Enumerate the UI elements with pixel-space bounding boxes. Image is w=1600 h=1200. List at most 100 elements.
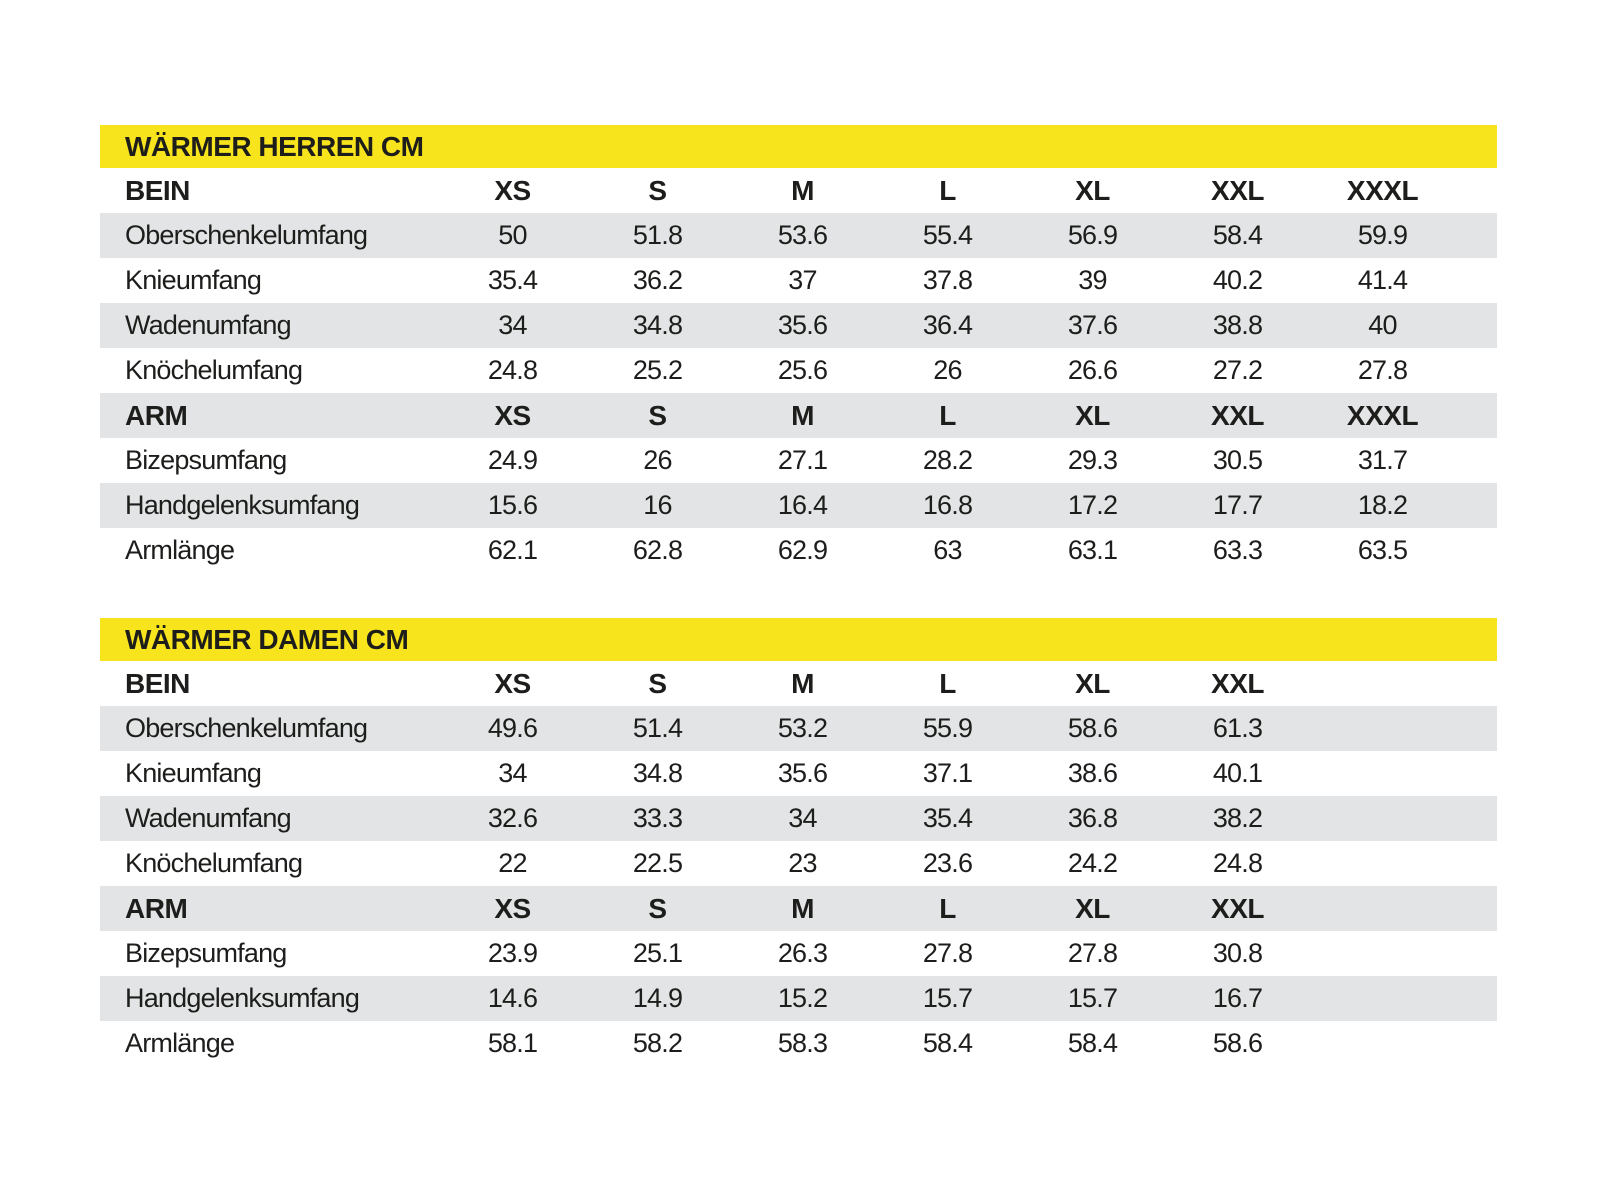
measurement-value: 24.8 <box>487 355 538 385</box>
measurement-value: 58.6 <box>1212 1028 1263 1058</box>
table-row: Knöchelumfang 22 22.5 23 23.6 24.2 24.8 <box>100 841 1497 886</box>
measurement-value: 35.6 <box>777 310 828 340</box>
table-rows-herren: BEIN XS S M L XL XXL XXXL Oberschenkelumfang 50 51… <box>100 168 1497 573</box>
measurement-value: 34.8 <box>632 310 683 340</box>
table-row: Knöchelumfang 24.8 25.2 25.6 26 26.6 27.2 27.8 <box>100 348 1497 393</box>
section-header-row: ARM XS S M L XL XXL XXXL <box>100 393 1497 438</box>
table-row: Bizepsumfang 23.9 25.1 26.3 27.8 27.8 30.8 <box>100 931 1497 976</box>
measurement-value: 63 <box>933 535 962 565</box>
table-row: Wadenumfang 34 34.8 35.6 36.4 37.6 38.8 40 <box>100 303 1497 348</box>
size-column-header: XS <box>494 399 531 431</box>
measurement-value: 35.4 <box>922 803 973 833</box>
measurement-value: 53.2 <box>777 713 828 743</box>
measurement-value: 53.6 <box>777 220 828 250</box>
size-column-header: L <box>939 174 956 206</box>
section-header-row: BEIN XS S M L XL XXL <box>100 661 1497 706</box>
table-row: Handgelenksumfang 14.6 14.9 15.2 15.7 15.7 16.… <box>100 976 1497 1021</box>
size-column-header: XXL <box>1211 892 1264 924</box>
section-header-label: ARM <box>125 399 188 431</box>
measurement-value: 25.6 <box>777 355 828 385</box>
size-column-header: XL <box>1075 667 1110 699</box>
measurement-value: 16.4 <box>777 490 828 520</box>
size-column-header: XS <box>494 667 531 699</box>
measurement-value: 23.9 <box>487 938 538 968</box>
measurement-value: 36.4 <box>922 310 973 340</box>
size-column-header: XL <box>1075 399 1110 431</box>
measurement-value: 51.4 <box>632 713 683 743</box>
measurement-label: Bizepsumfang <box>125 938 287 968</box>
measurement-value: 16 <box>643 490 672 520</box>
table-rows-damen: BEIN XS S M L XL XXL Oberschenkelumfang 49.6 51.4… <box>100 661 1497 1066</box>
measurement-value: 58.1 <box>487 1028 538 1058</box>
measurement-value: 24.2 <box>1067 848 1118 878</box>
measurement-value: 40.1 <box>1212 758 1263 788</box>
size-column-header: M <box>791 892 814 924</box>
size-table-herren: WÄRMER HERREN CM BEIN XS S M L XL XXL XXXL Obers… <box>100 125 1497 573</box>
measurement-value: 34 <box>788 803 817 833</box>
table-row: Knieumfang 35.4 36.2 37 37.8 39 40.2 41.4 <box>100 258 1497 303</box>
measurement-value: 63.5 <box>1357 535 1408 565</box>
measurement-value: 24.8 <box>1212 848 1263 878</box>
table-title-bar-damen: WÄRMER DAMEN CM <box>100 618 1497 661</box>
table-row: Bizepsumfang 24.9 26 27.1 28.2 29.3 30.5 31.7 <box>100 438 1497 483</box>
measurement-label: Handgelenksumfang <box>125 490 360 520</box>
measurement-value: 34.8 <box>632 758 683 788</box>
size-table-damen: WÄRMER DAMEN CM BEIN XS S M L XL XXL Oberschenk… <box>100 618 1497 1066</box>
table-row: Armlänge 62.1 62.8 62.9 63 63.1 63.3 63.5 <box>100 528 1497 573</box>
measurement-value: 26.6 <box>1067 355 1118 385</box>
section-header-label: ARM <box>125 892 188 924</box>
measurement-value: 51.8 <box>632 220 683 250</box>
size-column-header: XXL <box>1211 667 1264 699</box>
measurement-value: 37.1 <box>922 758 973 788</box>
size-column-header: XXL <box>1211 174 1264 206</box>
section-header-label: BEIN <box>125 174 190 206</box>
measurement-value: 15.7 <box>1067 983 1118 1013</box>
measurement-value: 40 <box>1368 310 1397 340</box>
measurement-value: 25.2 <box>632 355 683 385</box>
measurement-value: 22 <box>498 848 527 878</box>
size-column-header: S <box>648 667 667 699</box>
measurement-value: 33.3 <box>632 803 683 833</box>
measurement-value: 37 <box>788 265 817 295</box>
measurement-value: 14.9 <box>632 983 683 1013</box>
measurement-value: 34 <box>498 310 527 340</box>
size-column-header: XXL <box>1211 399 1264 431</box>
measurement-value: 38.2 <box>1212 803 1263 833</box>
measurement-label: Handgelenksumfang <box>125 983 360 1013</box>
size-column-header: XS <box>494 892 531 924</box>
measurement-value: 36.2 <box>632 265 683 295</box>
measurement-value: 18.2 <box>1357 490 1408 520</box>
measurement-value: 17.2 <box>1067 490 1118 520</box>
measurement-value: 58.4 <box>1067 1028 1118 1058</box>
measurement-value: 35.4 <box>487 265 538 295</box>
measurement-label: Knöchelumfang <box>125 848 303 878</box>
measurement-value: 27.8 <box>1067 938 1118 968</box>
measurement-label: Oberschenkelumfang <box>125 220 368 250</box>
size-column-header: S <box>648 174 667 206</box>
size-column-header: XL <box>1075 174 1110 206</box>
measurement-value: 35.6 <box>777 758 828 788</box>
measurement-value: 15.6 <box>487 490 538 520</box>
measurement-value: 39 <box>1078 265 1107 295</box>
size-column-header: S <box>648 892 667 924</box>
measurement-value: 37.6 <box>1067 310 1118 340</box>
measurement-value: 15.2 <box>777 983 828 1013</box>
measurement-value: 58.3 <box>777 1028 828 1058</box>
measurement-value: 31.7 <box>1357 445 1408 475</box>
measurement-value: 16.7 <box>1212 983 1263 1013</box>
measurement-label: Knöchelumfang <box>125 355 303 385</box>
size-column-header: XXXL <box>1346 174 1419 206</box>
measurement-value: 62.9 <box>777 535 828 565</box>
measurement-label: Oberschenkelumfang <box>125 713 368 743</box>
measurement-value: 30.5 <box>1212 445 1263 475</box>
measurement-label: Wadenumfang <box>125 803 292 833</box>
measurement-value: 14.6 <box>487 983 538 1013</box>
measurement-value: 15.7 <box>922 983 973 1013</box>
table-row: Wadenumfang 32.6 33.3 34 35.4 36.8 38.2 <box>100 796 1497 841</box>
measurement-value: 62.1 <box>487 535 538 565</box>
measurement-value: 22.5 <box>632 848 683 878</box>
table-title: WÄRMER DAMEN CM <box>125 623 409 655</box>
size-column-header: S <box>648 399 667 431</box>
size-column-header: L <box>939 892 956 924</box>
table-row: Oberschenkelumfang 50 51.8 53.6 55.4 56.9 58.4… <box>100 213 1497 258</box>
